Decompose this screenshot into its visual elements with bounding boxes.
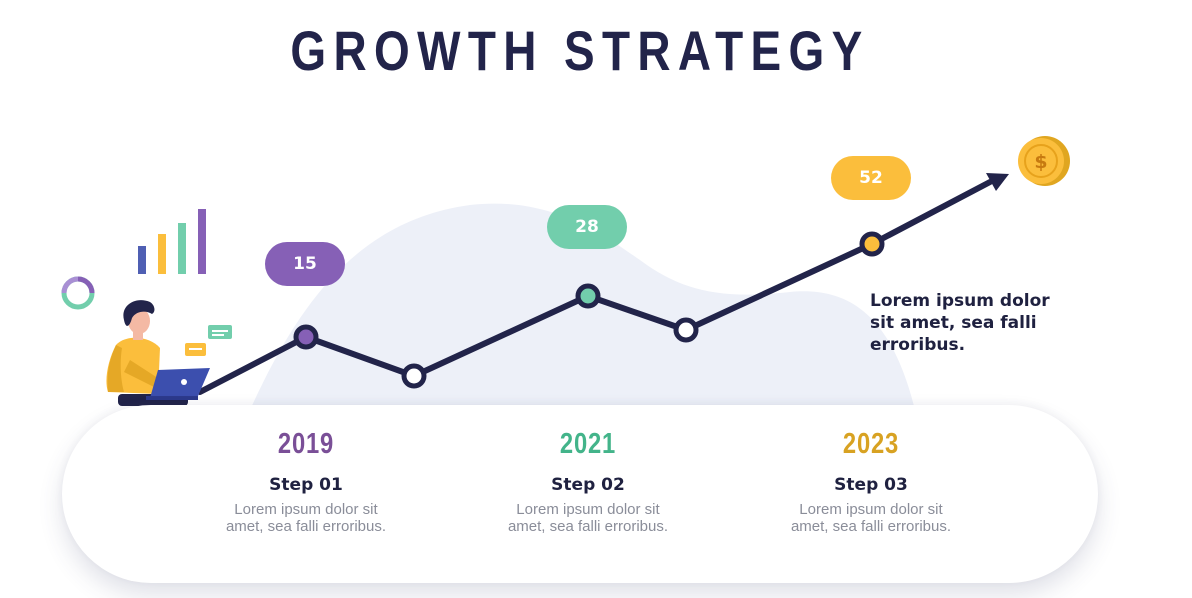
step-description: Lorem ipsum dolor sit amet, sea falli er… [507,501,669,535]
side-note: Lorem ipsum dolor sit amet, sea falli er… [870,291,1050,355]
coin-symbol: $ [1034,151,1047,173]
step-description: Lorem ipsum dolor sit amet, sea falli er… [790,501,952,535]
step-year: 2023 [842,428,900,460]
arrow-head-icon [986,173,1009,191]
step-year: 2021 [559,428,617,460]
value-pill: 28 [547,205,627,249]
step-description: Lorem ipsum dolor sit amet, sea falli er… [225,501,387,535]
step-2019: 2019 Step 01 Lorem ipsum dolor sit amet,… [176,428,436,535]
timeline-card [62,405,1098,583]
data-node [575,283,601,309]
chat-bubble-icon [185,325,232,356]
step-2023: 2023 Step 03 Lorem ipsum dolor sit amet,… [741,428,1001,535]
step-year: 2019 [277,428,335,460]
step-label: Step 03 [834,475,908,495]
donut-icon [61,276,95,310]
step-label: Step 02 [551,475,625,495]
value-pill: 15 [265,242,345,286]
bar-chart-icon [138,209,206,274]
dollar-coin-icon: $ [1018,136,1070,186]
step-label: Step 01 [269,475,343,495]
data-node [859,231,885,257]
data-node [401,363,427,389]
data-node [293,324,319,350]
page-title: GROWTH STRATEGY [290,19,870,82]
value-pill: 52 [831,156,911,200]
step-2021: 2021 Step 02 Lorem ipsum dolor sit amet,… [458,428,718,535]
data-node [673,317,699,343]
